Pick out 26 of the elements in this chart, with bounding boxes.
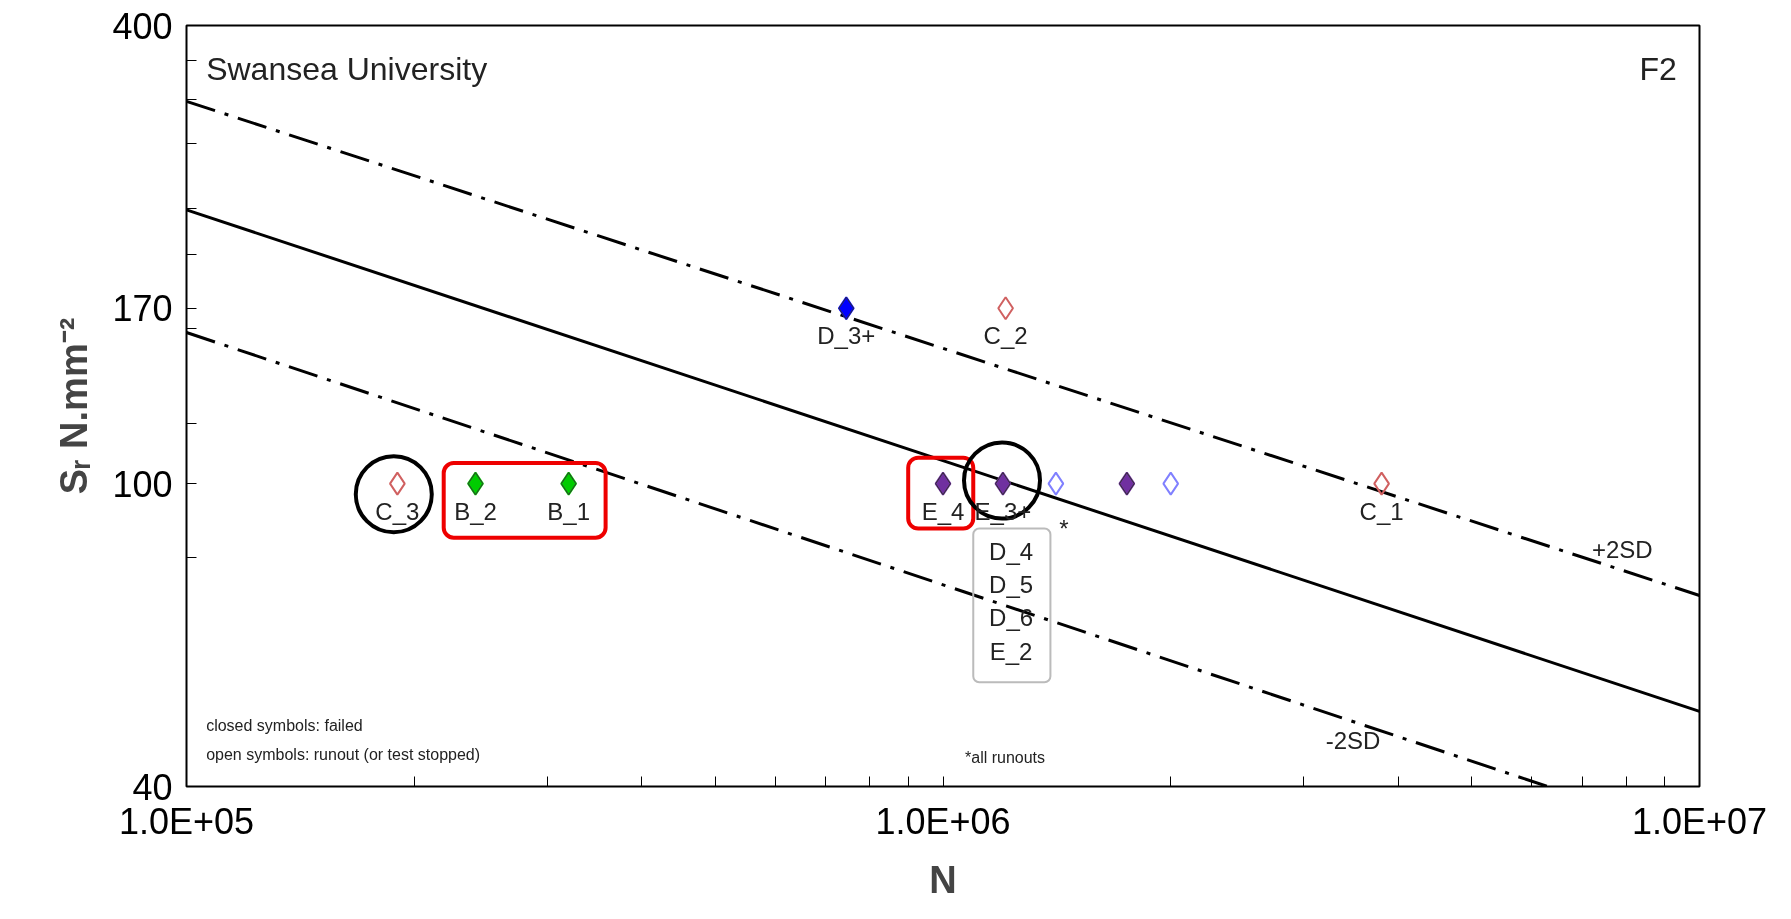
annotation: +2SD [1591,535,1653,563]
annotation: D_3+ [817,322,876,350]
annotation: *all runouts [965,749,1046,767]
annotation: E_2 [989,638,1033,666]
annotation: B_1 [547,497,590,525]
annotation: closed symbols: failed [206,717,363,735]
y-tick-label: 170 [112,288,173,330]
annotation: open symbols: runout (or test stopped) [206,746,481,764]
y-tick-label: 100 [112,463,173,505]
x-tick-label: 1.0E+06 [875,800,1011,842]
annotation: D_6 [989,604,1034,632]
annotation: Swansea University [206,50,488,87]
annotation: D_5 [989,570,1034,598]
annotation: C_2 [983,322,1028,350]
annotation: C_3 [375,497,420,525]
annotation: C_1 [1359,497,1404,525]
annotation: * [1059,515,1069,543]
annotation: B_2 [454,497,497,525]
y-tick-label: 400 [112,5,173,47]
annotation: -2SD [1325,727,1381,755]
annotation: E_4 [921,497,965,525]
annotation: F2 [1639,50,1677,87]
x-axis-title: N [929,858,957,901]
annotation: D_4 [989,537,1034,565]
x-tick-label: 1.0E+07 [1631,800,1768,842]
y-axis-title: Sᵣ N.mm⁻² [53,317,96,495]
